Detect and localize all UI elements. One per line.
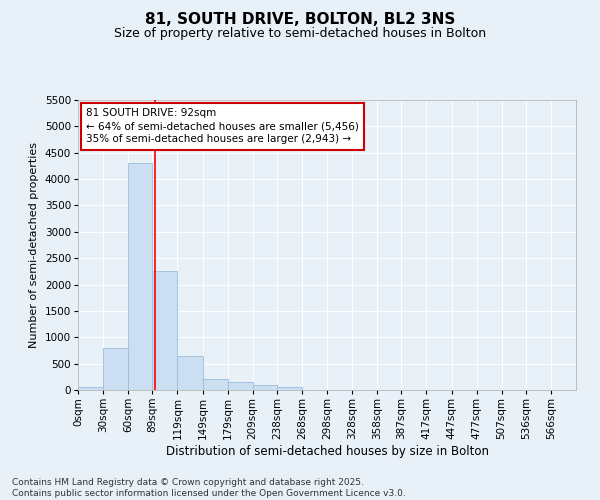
Bar — [253, 384, 277, 390]
Y-axis label: Number of semi-detached properties: Number of semi-detached properties — [29, 142, 39, 348]
Bar — [78, 388, 103, 390]
Bar — [277, 388, 302, 390]
Bar — [128, 164, 152, 390]
Bar — [178, 356, 203, 390]
Bar — [152, 272, 178, 390]
Text: Size of property relative to semi-detached houses in Bolton: Size of property relative to semi-detach… — [114, 28, 486, 40]
Bar — [227, 382, 253, 390]
Text: Contains HM Land Registry data © Crown copyright and database right 2025.
Contai: Contains HM Land Registry data © Crown c… — [12, 478, 406, 498]
Bar — [103, 348, 128, 390]
Text: 81, SOUTH DRIVE, BOLTON, BL2 3NS: 81, SOUTH DRIVE, BOLTON, BL2 3NS — [145, 12, 455, 28]
X-axis label: Distribution of semi-detached houses by size in Bolton: Distribution of semi-detached houses by … — [166, 444, 488, 458]
Bar — [203, 380, 227, 390]
Text: 81 SOUTH DRIVE: 92sqm
← 64% of semi-detached houses are smaller (5,456)
35% of s: 81 SOUTH DRIVE: 92sqm ← 64% of semi-deta… — [86, 108, 359, 144]
